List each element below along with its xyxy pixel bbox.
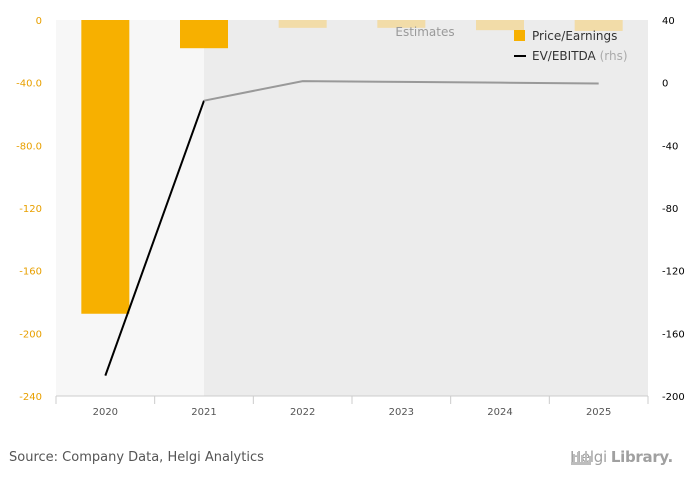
right-tick-label: -160 xyxy=(662,329,685,340)
estimates-shading xyxy=(204,20,648,396)
line-ev-ebitda-estimates xyxy=(203,80,599,102)
helgi-library-logo: Helgi Library. xyxy=(570,448,673,466)
x-tick-label-2025: 2025 xyxy=(586,407,611,418)
left-tick-label: 0 xyxy=(36,16,42,27)
line-ev-ebitda-actual xyxy=(104,100,205,376)
right-tick-label: 0 xyxy=(662,79,668,90)
legend-rhs-suffix: (rhs) xyxy=(600,49,628,63)
left-tick-label: -120 xyxy=(19,204,42,215)
estimates-label: Estimates xyxy=(395,25,454,39)
x-tick-label-2020: 2020 xyxy=(93,407,118,418)
left-tick-label: -200 xyxy=(19,329,42,340)
bar-2024 xyxy=(476,20,524,31)
x-tick-label-2021: 2021 xyxy=(191,407,216,418)
right-tick-label: -120 xyxy=(662,267,685,278)
bar-2023 xyxy=(377,20,426,28)
bar-2021 xyxy=(180,20,228,49)
right-tick-label: -80 xyxy=(662,204,678,215)
bar-2022 xyxy=(278,20,327,28)
left-tick-label: -40.0 xyxy=(16,79,42,90)
left-tick-label: -80.0 xyxy=(16,141,42,152)
x-tick-label-2022: 2022 xyxy=(290,407,315,418)
brand-light: Helgi xyxy=(570,448,607,466)
right-tick-label: 40 xyxy=(662,16,675,27)
legend-label-ev-ebitda: EV/EBITDA (rhs) xyxy=(532,49,628,63)
source-note: Source: Company Data, Helgi Analytics xyxy=(9,450,264,465)
left-tick-label: -160 xyxy=(19,267,42,278)
legend-swatch-price-earnings xyxy=(514,30,525,41)
bar-2025 xyxy=(574,20,623,31)
x-tick-label-2024: 2024 xyxy=(487,407,512,418)
library-building-icon xyxy=(571,451,591,465)
legend-label-price-earnings: Price/Earnings xyxy=(532,29,617,43)
bar-2020 xyxy=(81,20,130,314)
x-tick-label-2023: 2023 xyxy=(389,407,414,418)
left-tick-label: -240 xyxy=(19,392,42,403)
right-tick-label: -40 xyxy=(662,141,678,152)
right-tick-label: -200 xyxy=(662,392,685,403)
brand-bold: Library. xyxy=(610,448,673,466)
